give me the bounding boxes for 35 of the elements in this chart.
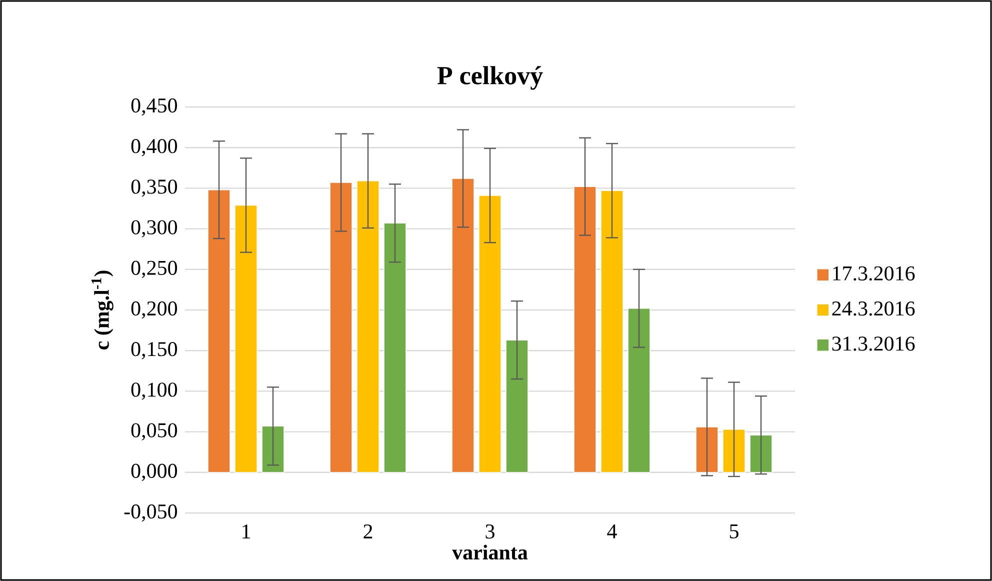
x-tick-label: 2 [364,524,372,538]
bar [208,189,230,473]
bar [478,195,502,473]
y-tick-label: 0,250 [131,260,178,278]
bar [384,222,406,473]
x-axis-title: varianta [452,544,528,560]
y-tick-label: 0,100 [131,382,178,400]
y-tick-label: 0,200 [131,301,178,319]
bar [722,428,746,473]
y-axis-title: c (mg.l$^{-1}$) [91,270,114,350]
chart-title: P celkový [437,66,543,90]
y-tick-label: -0,050 [124,504,178,522]
bar [628,308,650,473]
bar [330,182,352,473]
y-tick-label: 0,350 [131,180,178,197]
y-tick-label: 0,450 [131,98,178,116]
bar [452,178,474,473]
x-tick-label: 1 [242,524,250,538]
bar [574,186,596,473]
x-tick-label: 4 [607,524,617,538]
x-tick-label: 3 [486,524,494,539]
bar [696,426,718,473]
y-tick-label: 0,300 [131,220,178,238]
legend-label: 17.3.2016 [833,266,915,281]
bar [356,180,380,473]
bar [234,204,258,473]
y-tick-label: 0,150 [131,342,178,360]
y-tick-label: 0,050 [131,423,178,440]
bar [600,190,624,473]
y-tick-label: 0,000 [131,464,178,481]
y-tick-label: 0,400 [131,139,178,156]
x-tick-label: 5 [730,524,738,538]
bar [506,340,528,473]
legend-label: 24.3.2016 [832,301,915,316]
legend-label: 31.3.2016 [832,336,915,351]
